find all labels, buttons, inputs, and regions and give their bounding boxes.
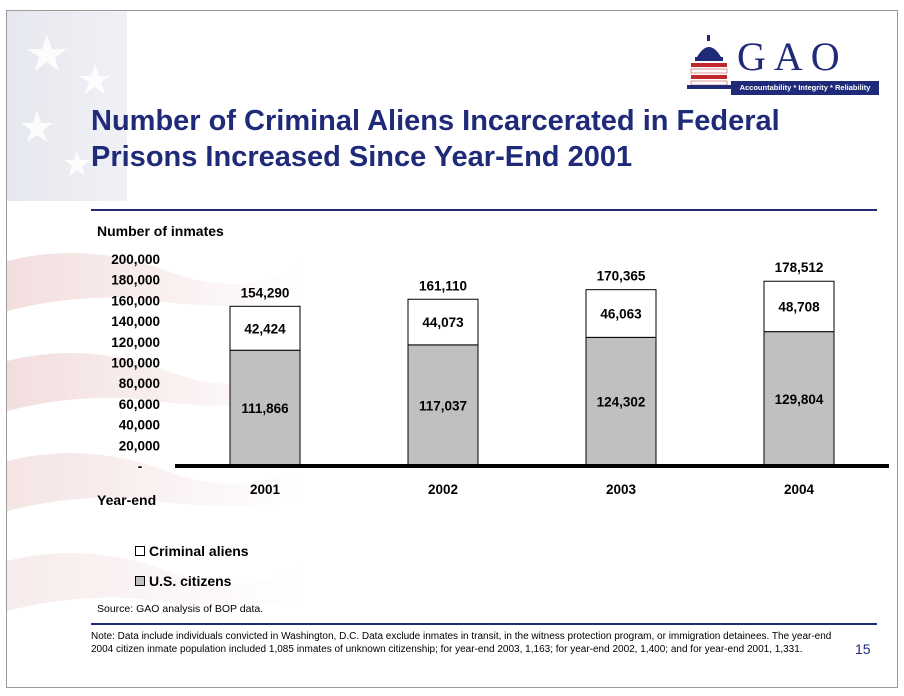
logo-text: GAO (737, 34, 848, 79)
data-label-total: 178,512 (775, 260, 824, 275)
bar-labels: 111,866 42,424 154,290 117,037 44,073 161,110… (241, 260, 824, 416)
y-tick-label: 20,000 (119, 438, 160, 453)
y-tick-label: 180,000 (111, 273, 160, 288)
y-tick-label: 200,000 (111, 252, 160, 267)
data-label-total: 154,290 (241, 285, 290, 300)
bar-criminal-aliens-2002 (407, 298, 479, 346)
bar-us-citizens-2003 (585, 336, 657, 467)
y-tick-label: 160,000 (111, 293, 160, 308)
y-tick-label: 140,000 (111, 314, 160, 329)
bar-criminal-aliens-2003 (585, 289, 657, 338)
x-tick-label: 2002 (428, 482, 458, 497)
x-tick-label: 2001 (250, 482, 281, 497)
page-title: Number of Criminal Aliens Incarcerated i… (91, 105, 780, 173)
data-label-criminal-aliens: 46,063 (600, 307, 642, 322)
legend-label: U.S. citizens (149, 573, 232, 589)
x-axis-title: Year-end (97, 492, 157, 508)
data-label-criminal-aliens: 48,708 (778, 299, 820, 314)
bar-us-citizens-2001 (229, 349, 301, 467)
y-tick-label: 100,000 (111, 356, 160, 371)
data-label-criminal-aliens: 42,424 (244, 321, 286, 336)
y-tick-label: 60,000 (119, 397, 160, 412)
legend-item-criminal-aliens: Criminal aliens (135, 541, 249, 561)
capitol-icon (687, 35, 731, 89)
data-label-us-citizens: 124,302 (597, 395, 646, 410)
x-axis-ticks: 2001 2002 2003 2004 (250, 482, 815, 497)
x-tick-label: 2004 (784, 482, 815, 497)
source-note: Source: GAO analysis of BOP data. (97, 603, 264, 615)
legend-swatch-us-citizens (135, 576, 145, 586)
bar-us-citizens-2002 (407, 344, 479, 467)
bar-criminal-aliens-2004 (763, 280, 835, 333)
legend-label: Criminal aliens (149, 543, 249, 559)
data-label-us-citizens: 129,804 (775, 392, 824, 407)
gao-logo: GAO Accountability * Integrity * Reliabi… (687, 34, 887, 97)
footnote: Note: Data include individuals convicted… (91, 631, 832, 655)
data-label-total: 161,110 (419, 278, 467, 293)
y-axis-title: Number of inmates (97, 223, 224, 239)
data-label-criminal-aliens: 44,073 (422, 315, 464, 330)
y-tick-label: 40,000 (119, 418, 160, 433)
slide: GAO Accountability * Integrity * Reliabi… (6, 10, 898, 688)
footer-divider (91, 623, 877, 625)
legend-swatch-criminal-aliens (135, 546, 145, 556)
bar-criminal-aliens-2001 (229, 305, 301, 351)
legend-item-us-citizens: U.S. citizens (135, 571, 249, 591)
page-number: 15 (855, 641, 871, 657)
data-label-us-citizens: 111,866 (241, 401, 289, 416)
bar-us-citizens-2004 (763, 331, 835, 467)
y-axis-ticks: 200,000 180,000 160,000 140,000 120,000 100,0… (111, 252, 160, 474)
y-tick-label: 80,000 (119, 376, 160, 391)
x-tick-label: 2003 (606, 482, 637, 497)
legend: Criminal aliens U.S. citizens (135, 541, 249, 601)
data-label-us-citizens: 117,037 (419, 398, 467, 413)
logo-tagline: Accountability * Integrity * Reliability (731, 81, 879, 95)
bars (229, 280, 835, 467)
y-tick-label: - (138, 459, 143, 474)
title-divider (91, 209, 877, 211)
bar-chart: 200,000 180,000 160,000 140,000 120,000 100,0… (111, 252, 889, 497)
data-label-total: 170,365 (597, 269, 646, 284)
y-tick-label: 120,000 (111, 335, 160, 350)
